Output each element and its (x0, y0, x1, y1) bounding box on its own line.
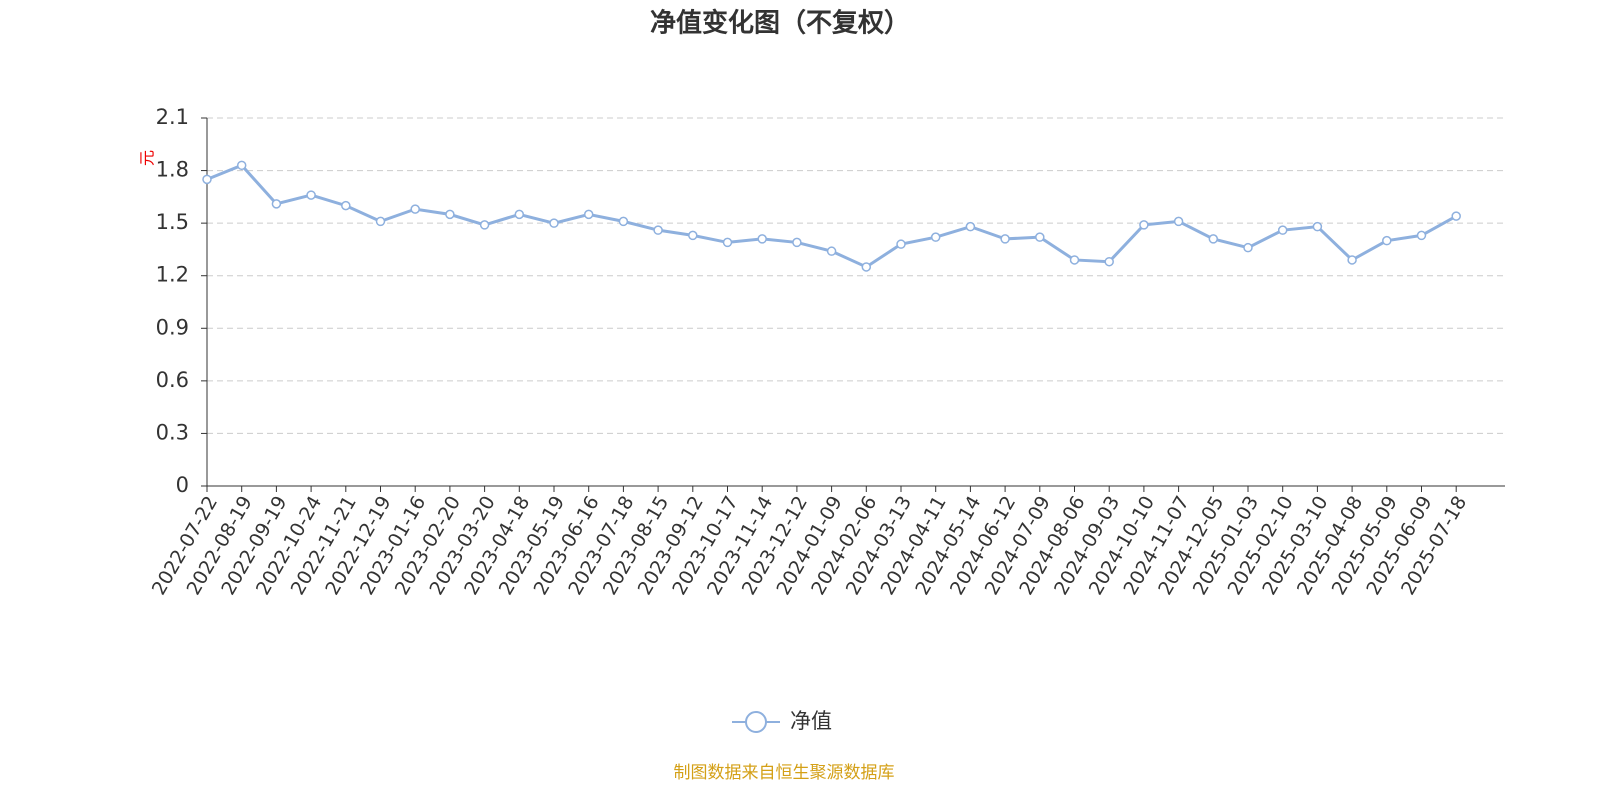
point (722, 237, 733, 248)
point (861, 262, 872, 272)
point (271, 199, 282, 209)
point (445, 209, 455, 220)
point (1277, 225, 1288, 235)
point (1208, 234, 1219, 244)
y-axis-label: 元 (138, 150, 157, 166)
point (896, 239, 906, 249)
point (1416, 230, 1427, 241)
point (1139, 220, 1149, 230)
y-tick-label: 0 (176, 473, 189, 497)
y-tick-label: 0.3 (156, 420, 189, 444)
y-tick-label: 2.1 (156, 105, 189, 129)
point (1000, 234, 1010, 244)
point (341, 200, 351, 211)
y-tick-label: 1.5 (156, 210, 189, 234)
point (965, 221, 976, 232)
chart-title: 净值变化图（不复权） (650, 8, 910, 39)
point (1069, 255, 1080, 265)
point (826, 246, 837, 256)
point (792, 237, 802, 248)
point (653, 225, 663, 235)
point (688, 230, 698, 241)
point (1243, 242, 1253, 253)
point (583, 209, 594, 220)
point (549, 218, 559, 228)
y-tick-label: 0.9 (156, 315, 189, 339)
point (202, 174, 212, 185)
point (375, 216, 386, 227)
y-tick-label: 1.8 (156, 158, 189, 182)
y-tick-label: 0.6 (156, 368, 189, 392)
point (1382, 235, 1392, 246)
point (1347, 255, 1357, 265)
y-tick-label: 1.2 (156, 263, 189, 287)
point (618, 216, 629, 227)
point (236, 160, 247, 171)
legend-label: 净值 (790, 709, 832, 733)
point (1312, 221, 1323, 232)
point (1173, 216, 1184, 227)
point (410, 204, 420, 214)
point (1035, 232, 1045, 242)
legend-marker (745, 711, 767, 733)
point (757, 234, 767, 244)
point (930, 232, 941, 242)
point (479, 220, 490, 230)
point (1104, 256, 1114, 267)
point (514, 209, 525, 220)
point (1451, 211, 1461, 221)
point (306, 190, 316, 200)
source-note: 制图数据来自恒生聚源数据库 (674, 763, 895, 783)
